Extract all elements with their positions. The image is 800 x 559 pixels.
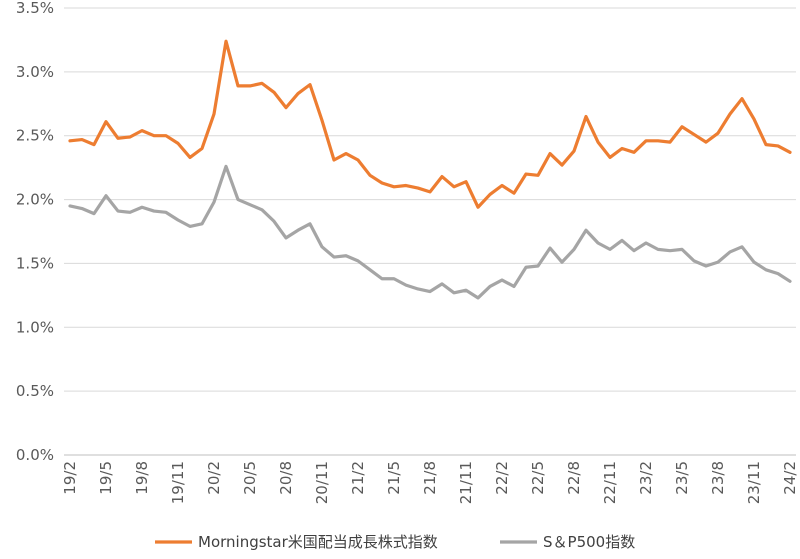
x-tick-label: 19/5 (97, 461, 115, 495)
x-tick-label: 22/5 (529, 461, 547, 495)
x-tick-label: 21/2 (349, 461, 367, 495)
x-tick-label: 20/11 (313, 461, 331, 504)
y-tick-label: 1.5% (16, 254, 54, 272)
legend-label-1: S＆P500指数 (543, 533, 635, 551)
x-tick-label: 21/5 (385, 461, 403, 495)
y-tick-label: 2.5% (16, 127, 54, 145)
x-tick-label: 23/11 (745, 461, 763, 504)
x-tick-label: 20/5 (241, 461, 259, 495)
x-tick-label: 19/11 (169, 461, 187, 504)
legend: Morningstar米国配当成長株式指数 S＆P500指数 (155, 533, 635, 551)
y-tick-label: 0.5% (16, 382, 54, 400)
x-tick-label: 21/8 (421, 461, 439, 495)
y-tick-label: 3.5% (16, 0, 54, 17)
x-tick-label: 23/8 (709, 461, 727, 495)
x-tick-label: 20/2 (205, 461, 223, 495)
x-tick-label: 23/5 (673, 461, 691, 495)
data-series (68, 39, 792, 300)
y-tick-label: 3.0% (16, 63, 54, 81)
y-tick-label: 1.0% (16, 318, 54, 336)
x-tick-label: 20/8 (277, 461, 295, 495)
y-tick-label: 2.0% (16, 191, 54, 209)
x-tick-label: 22/11 (601, 461, 619, 504)
x-axis-tick-labels: 19/2 19/5 19/8 19/11 20/2 20/5 20/8 20/11 21/2 21… (61, 461, 799, 504)
legend-label-0: Morningstar米国配当成長株式指数 (198, 533, 438, 551)
y-tick-label: 0.0% (16, 446, 54, 464)
series-line-1 (68, 164, 792, 300)
x-tick-label: 23/2 (637, 461, 655, 495)
x-tick-label: 22/2 (493, 461, 511, 495)
y-axis-tick-labels: 0.0% 0.5% 1.0% 1.5% 2.0% 2.5% 3.0% 3.5% (16, 0, 54, 464)
series-line-0 (68, 39, 792, 209)
x-tick-label: 24/2 (781, 461, 799, 495)
x-tick-label: 22/8 (565, 461, 583, 495)
x-tick-label: 19/8 (133, 461, 151, 495)
x-tick-label: 21/11 (457, 461, 475, 504)
gridlines (64, 7, 796, 392)
x-tick-label: 19/2 (61, 461, 79, 495)
